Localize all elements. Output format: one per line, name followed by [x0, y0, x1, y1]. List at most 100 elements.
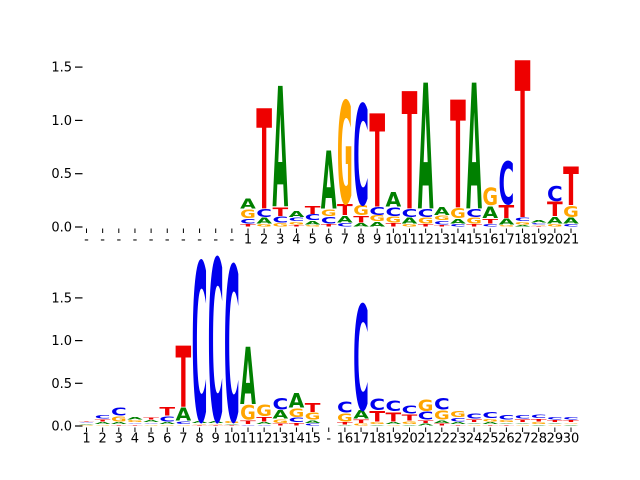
x-tick-label: 14: [450, 233, 467, 248]
svg-text:G: G: [418, 217, 434, 225]
logo-letter-G: G: [515, 425, 531, 426]
logo-letter-G: G: [547, 224, 563, 228]
bottom-logo-panel: 0.00.51.01.51GACT2GATC3TAGC4TCGA5GCAT6GA…: [51, 215, 580, 474]
svg-text:C: C: [418, 410, 434, 422]
logo-letter-A: A: [531, 220, 548, 223]
svg-text:T: T: [450, 425, 467, 426]
x-tick-label: 24: [466, 432, 483, 447]
svg-text:C: C: [563, 224, 579, 228]
logo-letter-T: T: [192, 425, 209, 426]
logo-letter-T: T: [531, 226, 548, 227]
svg-text:G: G: [402, 421, 418, 425]
logo-letter-C: C: [531, 414, 547, 419]
svg-text:G: G: [434, 408, 450, 423]
svg-text:T: T: [531, 226, 548, 227]
svg-text:A: A: [466, 423, 483, 424]
svg-text:C: C: [563, 416, 579, 420]
svg-text:G: G: [289, 406, 305, 420]
svg-text:A: A: [143, 420, 160, 423]
logo-letter-C: C: [353, 78, 369, 237]
top-y-axis: 0.0 0.5 1.0 1.5: [51, 61, 83, 236]
x-tick-label: 12: [417, 233, 434, 248]
logo-letter-A: A: [434, 420, 451, 424]
svg-text:G: G: [531, 422, 547, 425]
svg-text:C: C: [547, 181, 563, 206]
svg-text:C: C: [240, 218, 256, 225]
logo-letter-G: G: [337, 412, 353, 424]
logo-letter-C: C: [159, 415, 175, 423]
logo-letter-C: C: [547, 181, 563, 206]
logo-letter-T: T: [499, 425, 516, 426]
x-tick-label: 7: [179, 432, 187, 447]
svg-text:C: C: [305, 213, 321, 222]
logo-letter-C: C: [289, 217, 305, 222]
svg-text:A: A: [563, 216, 579, 225]
svg-text:G: G: [224, 421, 240, 424]
svg-text:T: T: [305, 204, 322, 216]
svg-text:G: G: [111, 415, 127, 423]
logo-letter-C: C: [192, 221, 208, 473]
logo-letter-C: C: [111, 405, 127, 417]
logo-letter-G: G: [466, 217, 482, 225]
svg-text:G: G: [176, 425, 192, 426]
svg-text:G: G: [289, 222, 305, 226]
logo-letter-A: A: [402, 216, 418, 225]
svg-text:A: A: [240, 333, 256, 423]
logo-letter-T: T: [272, 205, 288, 219]
svg-text:A: A: [515, 225, 532, 227]
svg-text:T: T: [402, 60, 418, 248]
logo-letter-A: A: [289, 210, 305, 219]
y-tick-label: 0.0: [51, 420, 72, 435]
svg-text:C: C: [369, 396, 385, 415]
svg-text:C: C: [466, 412, 482, 420]
logo-letter-C: C: [272, 215, 288, 224]
svg-text:C: C: [482, 224, 498, 228]
logo-letter-G: G: [127, 420, 143, 423]
logo-letter-G: G: [563, 204, 579, 221]
x-tick-label: 15: [304, 432, 321, 447]
logo-letter-G: G: [515, 222, 531, 226]
x-tick-label: 29: [547, 432, 564, 447]
logo-letter-A: A: [224, 424, 241, 425]
logo-letter-C: C: [515, 415, 531, 420]
svg-text:G: G: [272, 223, 288, 228]
svg-text:T: T: [434, 423, 451, 426]
svg-text:A: A: [272, 53, 288, 245]
logo-letter-G: G: [418, 397, 434, 415]
logo-letter-A: A: [466, 423, 483, 424]
logo-letter-T: T: [159, 405, 175, 418]
svg-text:T: T: [272, 205, 288, 219]
svg-text:G: G: [531, 225, 547, 226]
logo-letter-C: C: [289, 417, 305, 424]
logo-letter-C: C: [563, 416, 579, 420]
svg-text:A: A: [159, 422, 176, 425]
x-tick-label: -: [229, 233, 234, 248]
logo-letter-C: C: [563, 224, 579, 228]
x-tick-label: 28: [530, 432, 547, 447]
svg-text:T: T: [418, 224, 435, 228]
svg-text:T: T: [369, 88, 385, 237]
svg-text:C: C: [499, 151, 515, 219]
logo-letter-C: C: [305, 213, 321, 222]
svg-text:T: T: [337, 201, 354, 219]
logo-letter-C: C: [224, 223, 240, 471]
logo-letter-T: T: [353, 215, 369, 225]
x-tick-label: -: [100, 233, 105, 248]
logo-letter-A: A: [450, 422, 467, 425]
logo-letter-A: A: [482, 204, 499, 223]
logo-letter-C: C: [402, 207, 418, 219]
svg-text:C: C: [176, 421, 192, 425]
svg-text:G: G: [256, 402, 272, 420]
svg-text:A: A: [305, 420, 322, 424]
logo-letter-G: G: [369, 422, 385, 425]
svg-text:T: T: [563, 156, 579, 218]
logo-letter-T: T: [482, 425, 499, 426]
